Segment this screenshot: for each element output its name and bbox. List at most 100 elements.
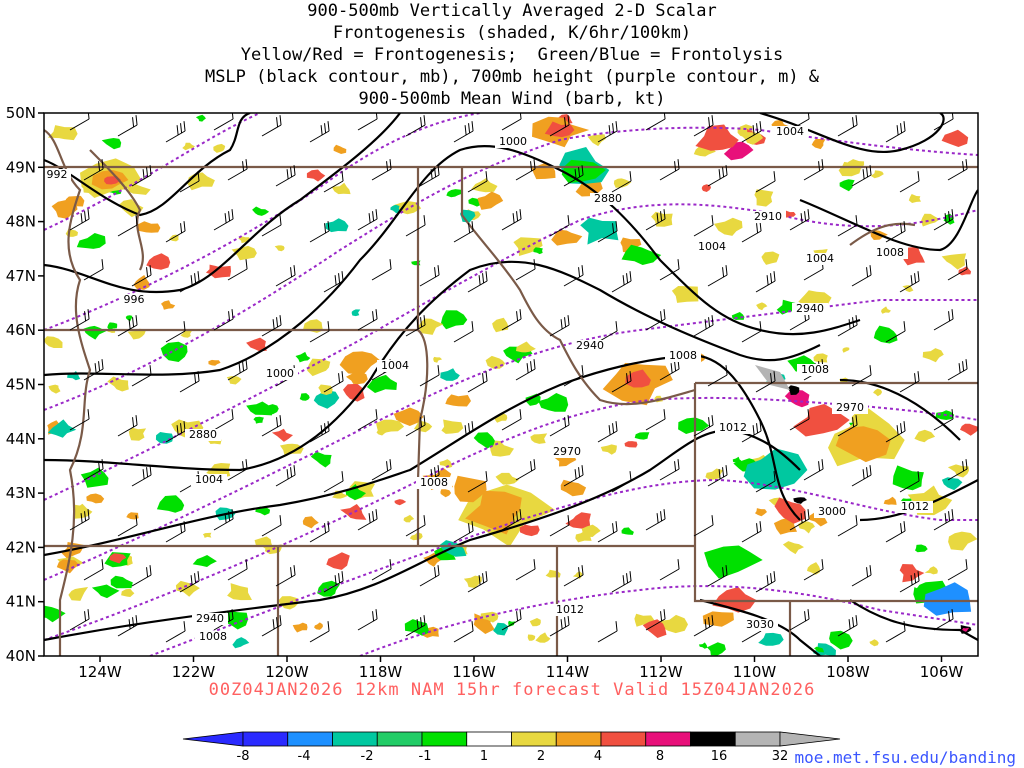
barb-flag xyxy=(722,267,725,278)
barb-flag xyxy=(674,361,677,372)
barb-flag xyxy=(914,373,917,384)
barb-flag xyxy=(101,559,104,570)
shading-patch xyxy=(292,622,308,633)
shading-patch xyxy=(477,191,504,210)
barb-flag xyxy=(903,121,906,132)
barb-flag xyxy=(190,575,193,586)
barb-flag xyxy=(900,223,903,234)
barb-flag xyxy=(866,567,869,578)
shading-patch xyxy=(441,419,464,434)
barb-flag xyxy=(386,161,389,172)
wind-barb xyxy=(659,459,680,481)
barb-flag xyxy=(869,465,872,476)
barb-flag xyxy=(94,363,97,374)
wind-barb xyxy=(741,321,762,343)
shading-patch xyxy=(920,213,940,227)
wind-barb xyxy=(755,471,776,493)
barb-flag xyxy=(818,461,821,472)
wind-barb xyxy=(707,465,728,487)
barb-flag xyxy=(389,559,392,570)
shading-patch xyxy=(493,622,508,636)
boundary-line xyxy=(44,129,92,656)
wind-barb xyxy=(357,509,378,531)
wind-barb xyxy=(549,415,570,437)
wind-barb xyxy=(707,265,728,287)
wind-barb xyxy=(885,421,906,443)
barb-shaft xyxy=(755,180,776,193)
wind-barb xyxy=(549,315,570,337)
barb-flag xyxy=(478,275,481,286)
barb-shaft xyxy=(69,418,90,431)
barb-flag xyxy=(149,165,152,176)
shading-patch xyxy=(48,384,61,394)
barb-flag xyxy=(852,617,855,628)
shading-patch xyxy=(280,443,304,456)
barb-flag xyxy=(560,619,563,630)
shading-patch xyxy=(529,618,541,627)
barb-flag xyxy=(183,521,186,532)
colorbar-label: -2 xyxy=(361,749,374,764)
barb-flag xyxy=(293,465,296,476)
barb-flag xyxy=(434,467,437,478)
barb-flag xyxy=(567,415,570,426)
barb-flag xyxy=(84,611,87,622)
barb-flag xyxy=(245,359,248,370)
lon-tick-label: 114W xyxy=(546,663,590,680)
barb-flag xyxy=(677,259,680,270)
wind-barb xyxy=(83,559,104,581)
shading-patch xyxy=(454,475,487,503)
barb-flag xyxy=(142,169,145,180)
wind-barb xyxy=(755,271,776,293)
barb-flag xyxy=(725,565,728,576)
barb-flag xyxy=(917,171,920,182)
shading-patch xyxy=(318,384,333,395)
shading-patch xyxy=(903,246,925,266)
wind-barb xyxy=(165,321,186,343)
lon-tick-label: 122W xyxy=(172,663,216,680)
wind-barb xyxy=(131,365,152,387)
barb-flag xyxy=(416,619,419,630)
colorbar-swatch xyxy=(511,731,557,747)
barb-flag xyxy=(389,459,392,470)
wind-barb xyxy=(165,421,186,443)
contour-label: 2970 xyxy=(553,445,581,458)
barb-flag xyxy=(485,571,488,582)
barb-flag xyxy=(228,311,231,322)
barb-flag xyxy=(468,523,471,534)
mslp-contour-line xyxy=(839,378,961,441)
barb-flag xyxy=(770,573,773,584)
height-contour-line xyxy=(359,585,978,656)
barb-flag xyxy=(375,509,378,520)
barb-shaft xyxy=(899,180,920,193)
contour-label: 1004 xyxy=(195,473,223,486)
shading-patch xyxy=(782,541,804,555)
barb-flag xyxy=(197,371,200,382)
barb-flag xyxy=(567,515,570,526)
shading-patch xyxy=(101,138,122,150)
barb-flag xyxy=(128,319,131,330)
barb-flag xyxy=(578,567,581,578)
barb-flag xyxy=(752,425,755,436)
title-line: 900-500mb Vertically Averaged 2-D Scalar xyxy=(307,1,717,21)
shading-patch xyxy=(797,521,815,534)
contour-label: 1012 xyxy=(901,500,929,513)
barb-flag xyxy=(962,361,965,372)
barb-flag xyxy=(519,309,522,320)
wind-barb xyxy=(837,315,858,337)
credit-link[interactable]: moe.met.fsu.edu/banding xyxy=(794,748,1016,767)
shading-patch xyxy=(51,199,78,219)
wind-barb xyxy=(213,509,234,531)
shading-patch xyxy=(339,351,380,375)
barb-flag xyxy=(146,267,149,278)
shading-patch xyxy=(403,514,415,523)
barb-flag xyxy=(231,509,234,520)
barb-flag xyxy=(132,317,135,328)
barb-flag xyxy=(711,115,714,126)
shading-patch xyxy=(758,632,784,646)
barb-flag xyxy=(327,521,330,532)
wind-barb xyxy=(453,521,474,543)
barb-flag xyxy=(759,121,762,132)
barb-flag xyxy=(276,317,279,328)
barb-flag xyxy=(855,615,858,626)
barb-flag xyxy=(279,415,282,426)
